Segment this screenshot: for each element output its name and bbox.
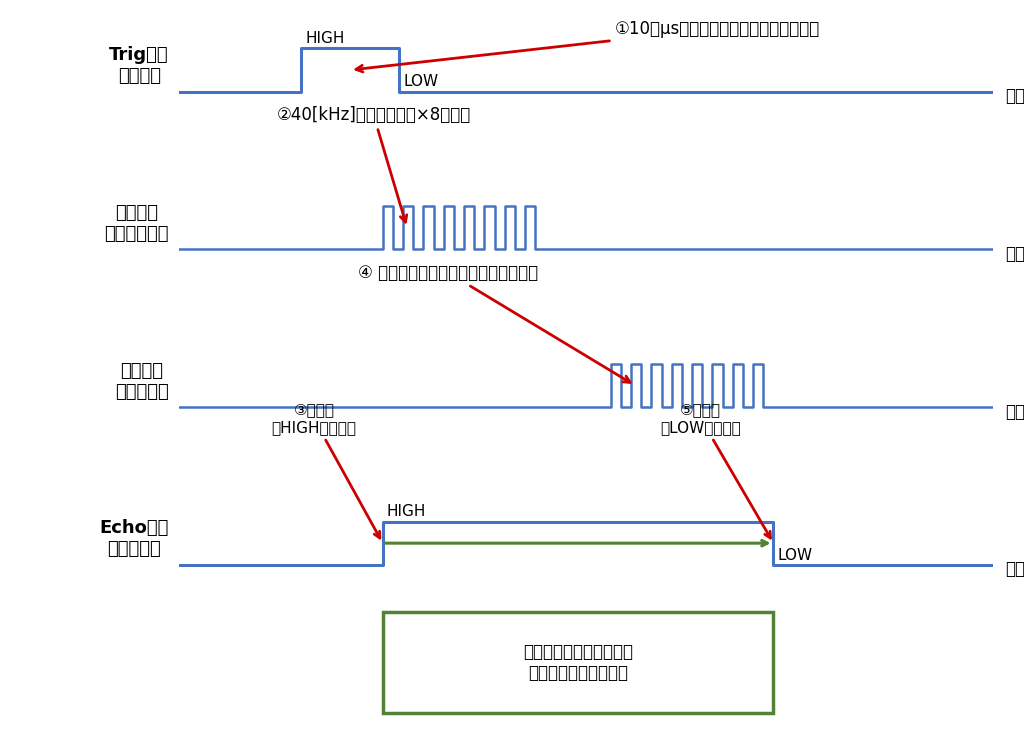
Text: ①10［μs］以上のパルス波が入力される: ①10［μs］以上のパルス波が入力される <box>356 20 819 72</box>
Text: ⑤信号が
「LOW」になる: ⑤信号が 「LOW」になる <box>660 403 770 538</box>
Text: HIGH: HIGH <box>387 505 426 520</box>
Text: 時間: 時間 <box>1006 245 1024 263</box>
Text: ④ 反射してきた超音波信号を受け取る: ④ 反射してきた超音波信号を受け取る <box>358 264 630 382</box>
Text: LOW: LOW <box>777 547 813 562</box>
Text: 超音波を
受け取る側: 超音波を 受け取る側 <box>116 362 169 400</box>
Text: 超音波を
発生させる側: 超音波を 発生させる側 <box>104 204 169 243</box>
Text: Echoピン
からの出力: Echoピン からの出力 <box>99 520 169 558</box>
Text: 時間: 時間 <box>1006 87 1024 105</box>
Text: Trigピン
への入力: Trigピン への入力 <box>110 47 169 85</box>
Text: 時間: 時間 <box>1006 560 1024 578</box>
Text: ②40[kHz]の超音波信号×8が発生: ②40[kHz]の超音波信号×8が発生 <box>276 106 471 222</box>
Text: 超音波を発生させてから
戻ってくるまでの時間: 超音波を発生させてから 戻ってくるまでの時間 <box>523 644 633 682</box>
Text: 時間: 時間 <box>1006 403 1024 421</box>
Text: LOW: LOW <box>403 74 438 89</box>
Text: ③信号が
「HIGH」になる: ③信号が 「HIGH」になる <box>271 403 380 538</box>
Text: HIGH: HIGH <box>305 32 345 47</box>
